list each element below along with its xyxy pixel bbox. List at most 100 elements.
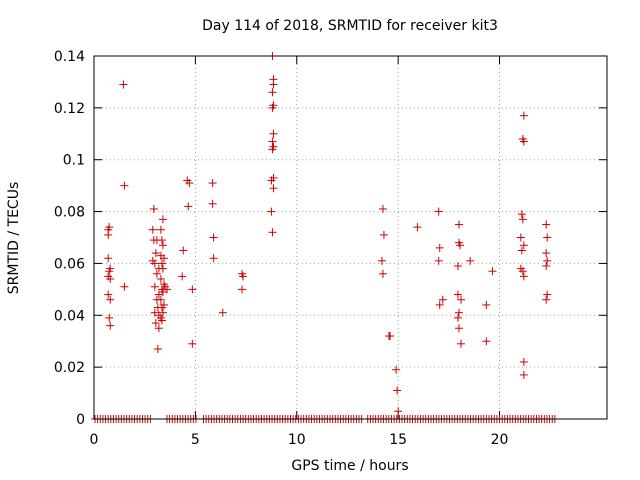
data-point xyxy=(378,204,387,213)
data-point xyxy=(267,176,276,185)
data-point xyxy=(158,215,167,224)
data-point xyxy=(413,223,422,232)
x-tick-label: 20 xyxy=(491,432,509,448)
data-point xyxy=(105,313,114,322)
x-tick-label: 5 xyxy=(191,432,200,448)
data-point xyxy=(179,246,188,255)
data-point xyxy=(519,272,528,281)
data-point xyxy=(269,129,278,138)
data-point xyxy=(218,308,227,317)
data-point xyxy=(268,88,277,97)
data-point xyxy=(543,290,552,299)
data-point xyxy=(519,241,528,250)
data-point xyxy=(454,324,463,333)
data-point xyxy=(158,308,167,317)
data-point xyxy=(519,370,528,379)
data-point xyxy=(151,249,160,258)
data-point xyxy=(151,319,160,328)
data-point xyxy=(104,254,113,263)
data-point xyxy=(269,80,278,89)
data-point xyxy=(148,225,157,234)
data-point xyxy=(518,215,527,224)
data-point xyxy=(392,365,401,374)
data-point xyxy=(482,300,491,309)
data-point xyxy=(453,290,462,299)
data-point xyxy=(158,287,167,296)
data-point xyxy=(434,207,443,216)
data-point xyxy=(105,267,114,276)
data-point xyxy=(453,313,462,322)
y-tick-label: 0.04 xyxy=(54,308,85,324)
data-point xyxy=(268,137,277,146)
data-point xyxy=(150,282,159,291)
data-point xyxy=(457,339,466,348)
data-point xyxy=(438,295,447,304)
data-point xyxy=(156,225,165,234)
data-point xyxy=(378,269,387,278)
data-point xyxy=(158,264,167,273)
x-axis-label: GPS time / hours xyxy=(291,458,408,474)
data-point xyxy=(208,199,217,208)
data-point xyxy=(435,300,444,309)
data-point xyxy=(188,285,197,294)
y-tick-label: 0.12 xyxy=(54,101,85,117)
data-point xyxy=(455,241,464,250)
data-point xyxy=(162,285,171,294)
data-point xyxy=(519,357,528,366)
data-point xyxy=(120,282,129,291)
data-point xyxy=(517,210,526,219)
data-point xyxy=(517,246,526,255)
data-point xyxy=(106,295,115,304)
data-point xyxy=(106,321,115,330)
y-tick-label: 0.06 xyxy=(54,256,85,272)
data-point xyxy=(268,103,277,112)
data-point xyxy=(120,181,129,190)
y-tick-label: 0.08 xyxy=(54,205,85,221)
y-tick-label: 0.14 xyxy=(54,49,85,65)
data-point xyxy=(157,303,166,312)
data-point xyxy=(188,339,197,348)
data-point xyxy=(104,290,113,299)
data-point xyxy=(543,233,552,242)
data-point xyxy=(457,295,466,304)
data-point xyxy=(156,274,165,283)
data-point xyxy=(209,233,218,242)
data-point xyxy=(434,256,443,265)
data-point xyxy=(435,243,444,252)
data-point xyxy=(239,272,248,281)
data-point xyxy=(386,332,395,341)
data-point xyxy=(119,80,128,89)
data-point xyxy=(157,316,166,325)
data-point xyxy=(542,262,551,271)
data-point xyxy=(154,324,163,333)
data-point xyxy=(152,269,161,278)
y-tick-label: 0 xyxy=(76,412,85,428)
y-tick-label: 0.1 xyxy=(63,153,85,169)
data-point xyxy=(393,386,402,395)
data-point xyxy=(454,308,463,317)
data-point xyxy=(185,179,194,188)
data-point xyxy=(158,241,167,250)
data-point xyxy=(208,179,217,188)
data-point xyxy=(542,220,551,229)
data-point xyxy=(209,254,218,263)
data-point xyxy=(238,285,247,294)
data-point xyxy=(518,267,527,276)
data-point xyxy=(519,137,528,146)
data-point xyxy=(157,259,166,268)
data-point xyxy=(149,204,158,213)
data-point xyxy=(150,259,159,268)
data-point xyxy=(543,256,552,265)
plot-frame xyxy=(93,55,608,420)
axis-ticks: 0 0.02 0.04 0.06 0.08 0.1 0.12 0.14 0 5 10 15 20 xyxy=(54,49,607,448)
data-point xyxy=(466,256,475,265)
data-point xyxy=(150,308,159,317)
data-point xyxy=(268,145,277,154)
data-point xyxy=(394,407,403,416)
y-tick-label: 0.02 xyxy=(54,360,85,376)
data-point xyxy=(454,220,463,229)
data-point xyxy=(488,267,497,276)
data-point xyxy=(268,228,277,237)
data-points xyxy=(91,52,559,423)
